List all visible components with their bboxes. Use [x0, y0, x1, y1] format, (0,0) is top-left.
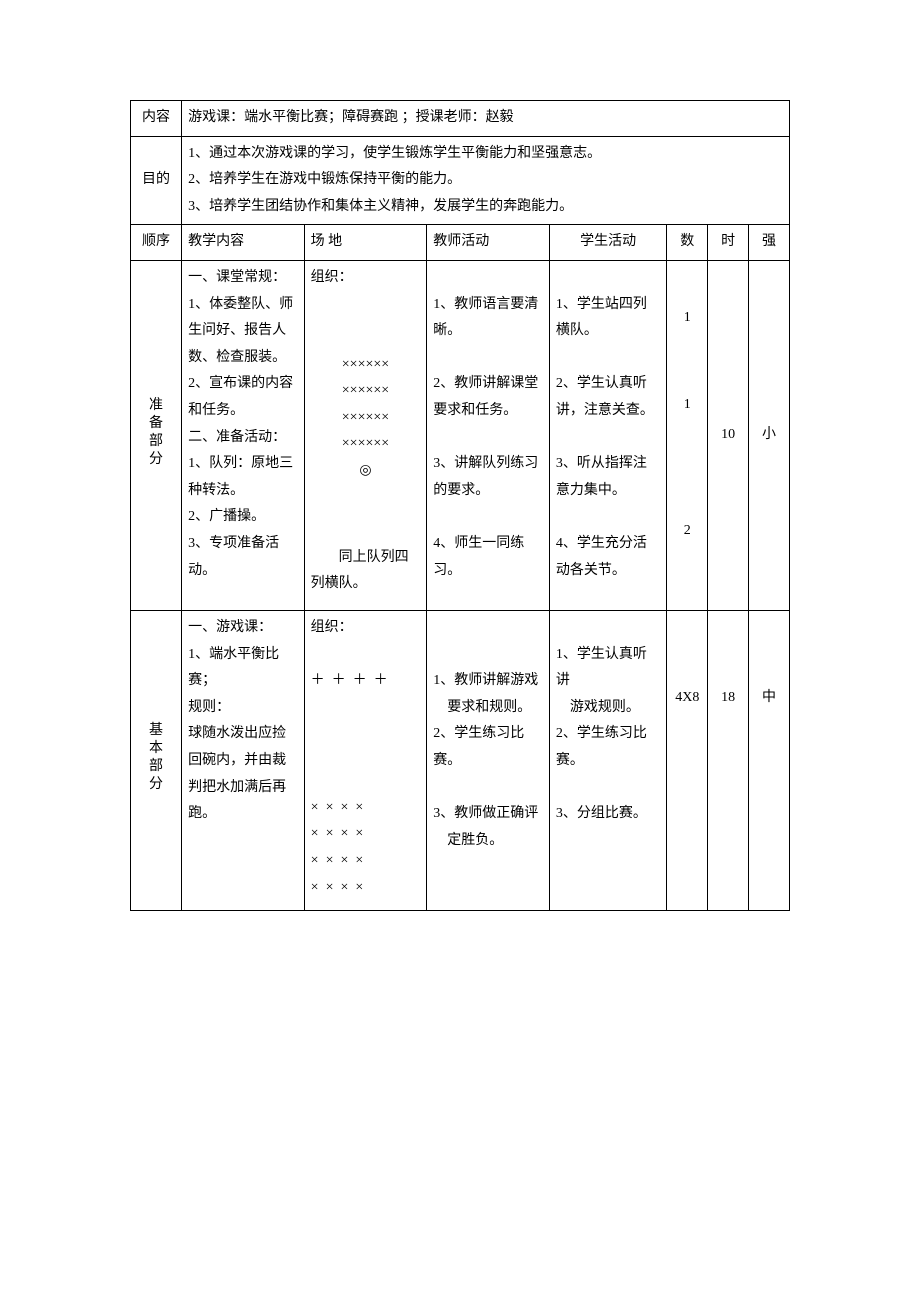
main-count-cell: 4X8: [667, 610, 708, 910]
column-header-row: 顺序 教学内容 场 地 教师活动 学生活动 数 时 强: [131, 225, 790, 261]
purpose-label: 目的: [131, 136, 182, 225]
purpose-line-3: 3、培养学生团结协作和集体主义精神，发展学生的奔跑能力。: [188, 194, 783, 221]
purpose-value: 1、通过本次游戏课的学习，使学生锻炼学生平衡能力和坚强意志。 2、培养学生在游戏…: [182, 136, 790, 225]
purpose-line-2: 2、培养学生在游戏中锻炼保持平衡的能力。: [188, 167, 783, 194]
main-intensity: 中: [755, 685, 783, 712]
prep-field: 组织： ×××××× ×××××× ×××××× ×××××× ◎ 同上队列四列…: [304, 260, 427, 610]
prep-field-bottom: 同上队列四列横队。: [311, 545, 421, 598]
prep-field-top: 组织：: [311, 265, 421, 292]
prep-intensity: 小: [749, 260, 790, 610]
prep-teaching-text: 一、课堂常规： 1、体委整队、师生问好、报告人数、检查服装。 2、宣布课的内容和…: [188, 265, 298, 584]
content-value: 游戏课：端水平衡比赛；障碍赛跑 ；授课老师：赵毅: [182, 101, 790, 137]
prep-label: 准备部分: [149, 397, 163, 470]
lesson-plan-table: 内容 游戏课：端水平衡比赛；障碍赛跑 ；授课老师：赵毅 目的 1、通过本次游戏课…: [130, 100, 790, 911]
main-field-formation: × × × × × × × × × × × × × × × ×: [311, 795, 421, 901]
main-teaching-content: 一、游戏课： 1、端水平衡比赛； 规则： 球随水泼出应捡回碗内，并由裁判把水加满…: [182, 610, 305, 910]
col-intensity: 强: [749, 225, 790, 261]
col-count: 数: [667, 225, 708, 261]
prep-count-1: 1: [673, 305, 701, 332]
main-label: 基本部分: [149, 722, 163, 795]
main-section-row: 基本部分 一、游戏课： 1、端水平衡比赛； 规则： 球随水泼出应捡回碗内，并由裁…: [131, 610, 790, 910]
prep-label-cell: 准备部分: [131, 260, 182, 610]
main-field-top: 组织： ＋ ＋ ＋ ＋: [311, 615, 421, 695]
prep-count-3: 2: [673, 518, 701, 545]
purpose-row: 目的 1、通过本次游戏课的学习，使学生锻炼学生平衡能力和坚强意志。 2、培养学生…: [131, 136, 790, 225]
main-intensity-cell: 中: [749, 610, 790, 910]
main-time: 18: [714, 685, 742, 712]
col-time: 时: [708, 225, 749, 261]
main-field: 组织： ＋ ＋ ＋ ＋ × × × × × × × × × × × × × × …: [304, 610, 427, 910]
prep-field-formation: ×××××× ×××××× ×××××× ×××××× ◎: [311, 352, 421, 485]
prep-count-2: 1: [673, 392, 701, 419]
prep-student-text: 1、学生站四列横队。 2、学生认真听讲，注意关查。 3、听从指挥注意力集中。 4…: [556, 265, 660, 584]
main-teaching-text: 一、游戏课： 1、端水平衡比赛； 规则： 球随水泼出应捡回碗内，并由裁判把水加满…: [188, 615, 298, 828]
main-teacher-text: 1、教师讲解游戏 要求和规则。 2、学生练习比赛。 3、教师做正确评 定胜负。: [433, 615, 543, 854]
main-student-activity: 1、学生认真听讲 游戏规则。 2、学生练习比赛。 3、分组比赛。: [549, 610, 666, 910]
prep-teacher-text: 1、教师语言要清晰。 2、教师讲解课堂要求和任务。 3、讲解队列练习的要求。 4…: [433, 265, 543, 584]
col-student-activity: 学生活动: [549, 225, 666, 261]
prep-time: 10: [708, 260, 749, 610]
main-label-cell: 基本部分: [131, 610, 182, 910]
content-row: 内容 游戏课：端水平衡比赛；障碍赛跑 ；授课老师：赵毅: [131, 101, 790, 137]
prep-teaching-content: 一、课堂常规： 1、体委整队、师生问好、报告人数、检查服装。 2、宣布课的内容和…: [182, 260, 305, 610]
prep-section-row: 准备部分 一、课堂常规： 1、体委整队、师生问好、报告人数、检查服装。 2、宣布…: [131, 260, 790, 610]
col-teacher-activity: 教师活动: [427, 225, 550, 261]
main-teacher-activity: 1、教师讲解游戏 要求和规则。 2、学生练习比赛。 3、教师做正确评 定胜负。: [427, 610, 550, 910]
main-time-cell: 18: [708, 610, 749, 910]
main-count: 4X8: [673, 685, 701, 712]
col-teaching-content: 教学内容: [182, 225, 305, 261]
prep-teacher-activity: 1、教师语言要清晰。 2、教师讲解课堂要求和任务。 3、讲解队列练习的要求。 4…: [427, 260, 550, 610]
col-field: 场 地: [304, 225, 427, 261]
prep-count: 1 1 2: [667, 260, 708, 610]
prep-student-activity: 1、学生站四列横队。 2、学生认真听讲，注意关查。 3、听从指挥注意力集中。 4…: [549, 260, 666, 610]
content-label: 内容: [131, 101, 182, 137]
main-student-text: 1、学生认真听讲 游戏规则。 2、学生练习比赛。 3、分组比赛。: [556, 615, 660, 828]
purpose-line-1: 1、通过本次游戏课的学习，使学生锻炼学生平衡能力和坚强意志。: [188, 141, 783, 168]
col-sequence: 顺序: [131, 225, 182, 261]
